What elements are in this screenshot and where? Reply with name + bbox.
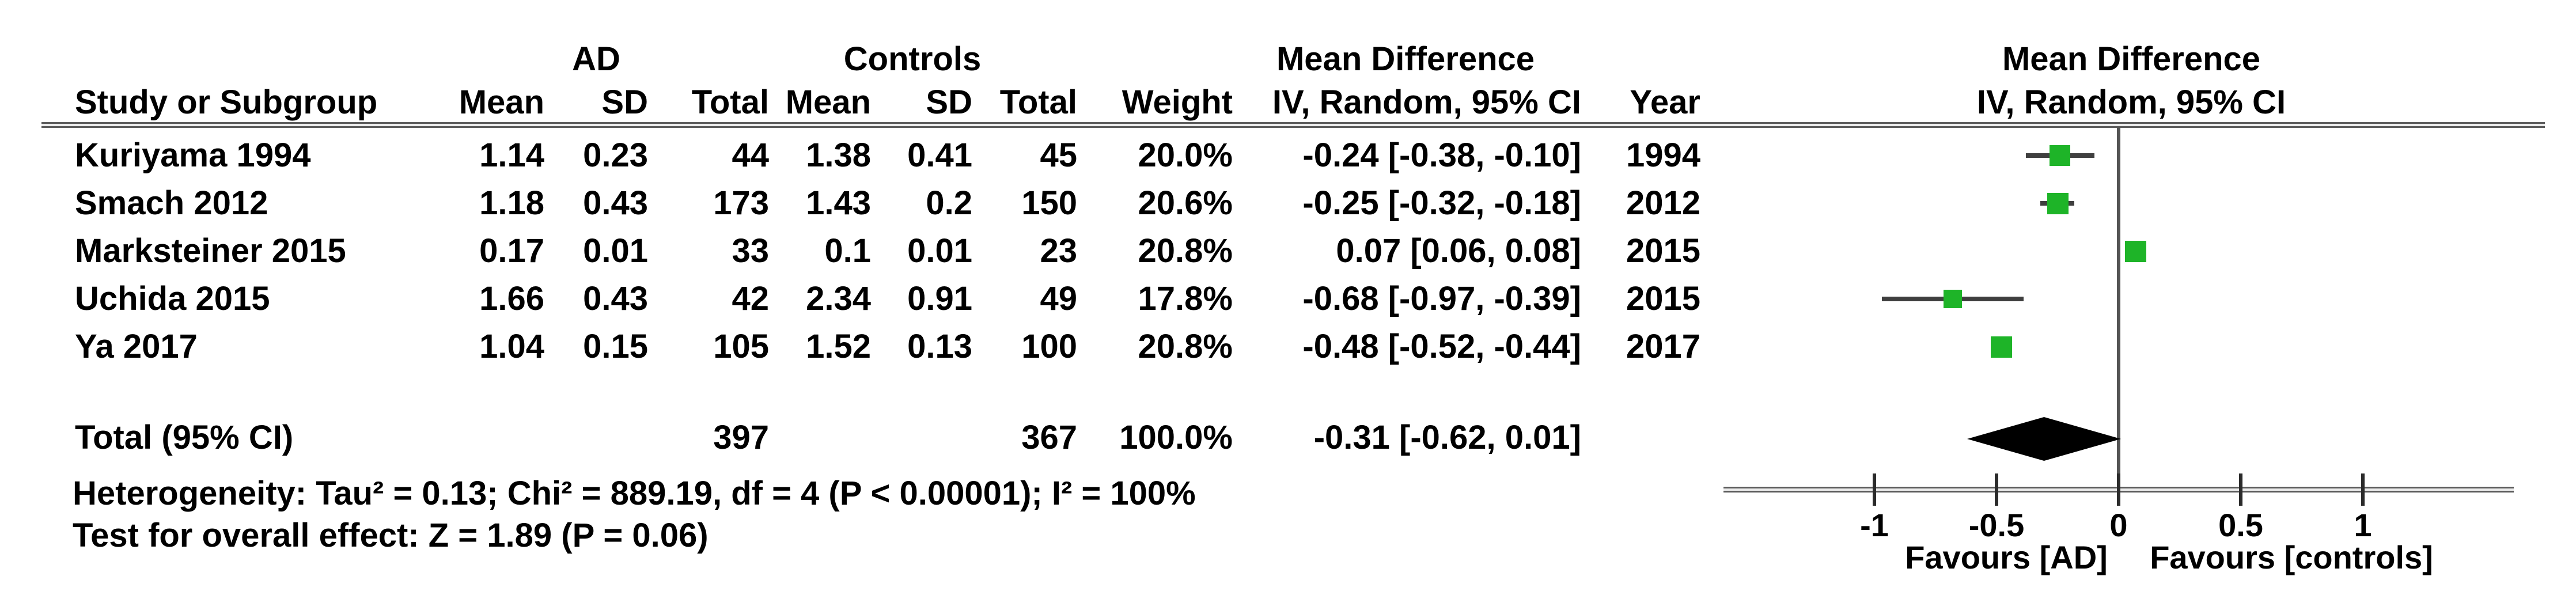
cell-weight: 17.8% — [1138, 280, 1233, 317]
effect-square — [1991, 336, 2012, 358]
column-header-ad-mean: Mean — [459, 84, 544, 121]
cell-study: Marksteiner 2015 — [75, 232, 346, 270]
axis-tick — [2239, 473, 2242, 506]
axis-tick — [2361, 473, 2365, 506]
column-header-year: Year — [1630, 84, 1700, 121]
effect-square — [2125, 241, 2146, 262]
cell-c-sd: 0.41 — [907, 137, 972, 174]
column-header-study: Study or Subgroup — [75, 84, 378, 121]
cell-ad-mean: 0.17 — [479, 232, 544, 270]
cell-ad-total: 33 — [732, 232, 769, 270]
cell-study: Uchida 2015 — [75, 280, 270, 317]
axis-tick-label: 1 — [2354, 507, 2372, 543]
axis-tick — [2117, 473, 2120, 506]
cell-c-total: 23 — [1040, 232, 1077, 270]
cell-year: 1994 — [1626, 137, 1700, 174]
total-controls-total: 367 — [1021, 419, 1077, 456]
overall-effect-note: Test for overall effect: Z = 1.89 (P = 0… — [73, 517, 709, 554]
cell-c-mean: 1.38 — [806, 137, 871, 174]
group-header-mean-difference-right: Mean Difference — [2002, 40, 2261, 78]
cell-weight: 20.6% — [1138, 184, 1233, 222]
axis-tick-label: -0.5 — [1968, 507, 2025, 543]
cell-ad-sd: 0.43 — [583, 280, 648, 317]
axis-tick-label: 0 — [2109, 507, 2128, 543]
column-header-controls-total: Total — [999, 84, 1077, 121]
cell-ci-text: 0.07 [0.06, 0.08] — [1336, 232, 1581, 270]
cell-c-sd: 0.01 — [907, 232, 972, 270]
cell-ci-text: -0.24 [-0.38, -0.10] — [1302, 137, 1581, 174]
cell-c-sd: 0.91 — [907, 280, 972, 317]
column-header-controls-mean: Mean — [785, 84, 871, 121]
heterogeneity-note: Heterogeneity: Tau² = 0.13; Chi² = 889.1… — [73, 475, 1196, 512]
cell-ci-text: -0.25 [-0.32, -0.18] — [1302, 184, 1581, 222]
effect-square — [1944, 290, 1962, 308]
cell-year: 2012 — [1626, 184, 1700, 222]
group-header-mean-difference-left: Mean Difference — [1276, 40, 1535, 78]
cell-c-total: 100 — [1021, 328, 1077, 365]
cell-weight: 20.8% — [1138, 232, 1233, 270]
cell-ad-sd: 0.15 — [583, 328, 648, 365]
cell-c-mean: 1.52 — [806, 328, 871, 365]
cell-ci-text: -0.48 [-0.52, -0.44] — [1302, 328, 1581, 365]
cell-c-mean: 0.1 — [824, 232, 871, 270]
column-header-ad-sd: SD — [601, 84, 648, 121]
cell-ad-mean: 1.66 — [479, 280, 544, 317]
cell-study: Smach 2012 — [75, 184, 268, 222]
cell-year: 2015 — [1626, 280, 1700, 317]
favours-right-label: Favours [controls] — [2150, 539, 2433, 575]
cell-ad-total: 44 — [732, 137, 769, 174]
cell-c-sd: 0.13 — [907, 328, 972, 365]
column-header-controls-sd: SD — [926, 84, 972, 121]
axis-tick-label: 0.5 — [2218, 507, 2263, 543]
header-separator-line — [41, 122, 2545, 128]
cell-ad-total: 105 — [713, 328, 769, 365]
cell-study: Ya 2017 — [75, 328, 198, 365]
effect-square — [2050, 145, 2070, 166]
effect-square — [2047, 193, 2069, 214]
cell-c-total: 150 — [1021, 184, 1077, 222]
total-ad-total: 397 — [713, 419, 769, 456]
axis-tick — [1873, 473, 1876, 506]
cell-weight: 20.0% — [1138, 137, 1233, 174]
cell-year: 2017 — [1626, 328, 1700, 365]
column-header-ad-total: Total — [691, 84, 769, 121]
table-row: Smach 2012 1.18 0.43 173 1.43 0.2 150 20.6% -0.2… — [0, 180, 2576, 226]
axis-tick-label: -1 — [1860, 507, 1889, 543]
cell-ad-mean: 1.18 — [479, 184, 544, 222]
cell-c-mean: 1.43 — [806, 184, 871, 222]
cell-c-total: 45 — [1040, 137, 1077, 174]
cell-c-sd: 0.2 — [926, 184, 972, 222]
cell-ad-sd: 0.43 — [583, 184, 648, 222]
cell-ad-sd: 0.01 — [583, 232, 648, 270]
cell-weight: 20.8% — [1138, 328, 1233, 365]
table-row: Ya 2017 1.04 0.15 105 1.52 0.13 100 20.8% -0.48 … — [0, 324, 2576, 370]
column-header-weight: Weight — [1122, 84, 1233, 121]
table-row: Uchida 2015 1.66 0.43 42 2.34 0.91 49 17.8% -0.6… — [0, 276, 2576, 322]
column-header-ci: IV, Random, 95% CI — [1272, 84, 1581, 121]
summary-diamond — [1967, 417, 2121, 461]
favours-left-label: Favours [AD] — [1905, 539, 2108, 575]
cell-ad-mean: 1.14 — [479, 137, 544, 174]
cell-ad-mean: 1.04 — [479, 328, 544, 365]
cell-year: 2015 — [1626, 232, 1700, 270]
cell-c-total: 49 — [1040, 280, 1077, 317]
cell-ad-total: 173 — [713, 184, 769, 222]
table-row: Marksteiner 2015 0.17 0.01 33 0.1 0.01 23 20.8%… — [0, 228, 2576, 274]
column-header-ci-right: IV, Random, 95% CI — [1976, 84, 2286, 121]
table-row: Kuriyama 1994 1.14 0.23 44 1.38 0.41 45 20.0% -0… — [0, 132, 2576, 179]
zero-line — [2117, 127, 2120, 490]
total-weight: 100.0% — [1119, 419, 1233, 456]
group-header-controls: Controls — [843, 40, 982, 78]
total-row-label: Total (95% CI) — [75, 419, 294, 456]
cell-ad-total: 42 — [732, 280, 769, 317]
cell-study: Kuriyama 1994 — [75, 137, 311, 174]
cell-ci-text: -0.68 [-0.97, -0.39] — [1302, 280, 1581, 317]
cell-ad-sd: 0.23 — [583, 137, 648, 174]
group-header-ad: AD — [572, 40, 620, 78]
cell-c-mean: 2.34 — [806, 280, 871, 317]
axis-tick — [1995, 473, 1998, 506]
total-ci-text: -0.31 [-0.62, 0.01] — [1313, 419, 1581, 456]
